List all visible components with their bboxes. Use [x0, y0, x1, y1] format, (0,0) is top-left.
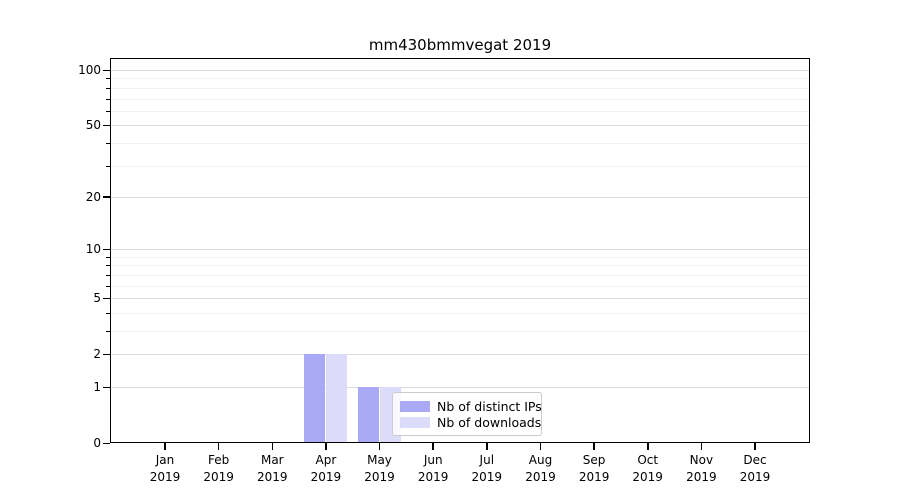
x-tick-mar [271, 443, 273, 450]
bar-distinct-ips-may [358, 387, 379, 442]
gridline-major-50 [111, 125, 809, 127]
x-tick-label-oct: Oct 2019 [632, 453, 663, 484]
y-tick-5 [103, 297, 110, 300]
y-minortick-9 [106, 256, 110, 258]
bar-downloads-apr [326, 354, 348, 442]
y-tick-label-20: 20 [85, 189, 101, 204]
x-tick-label-feb: Feb 2019 [203, 453, 234, 484]
y-tick-label-0: 0 [93, 436, 101, 450]
y-minortick-90 [106, 78, 110, 80]
x-tick-dec [754, 443, 756, 450]
x-tick-feb [217, 443, 220, 450]
x-tick-aug [539, 443, 542, 450]
gridline-minor-30 [111, 165, 809, 167]
gridline-major-5 [111, 298, 809, 300]
x-tick-label-jan: Jan 2019 [149, 453, 181, 484]
y-tick-50 [103, 124, 110, 127]
y-minortick-8 [106, 265, 110, 267]
legend-label-downloads: Nb of downloads [437, 414, 542, 430]
gridline-major-100 [111, 70, 809, 71]
legend: Nb of distinct IPs Nb of downloads [392, 392, 542, 436]
legend-row-distinct-ips: Nb of distinct IPs [400, 398, 542, 414]
gridline-major-1 [111, 387, 809, 388]
gridline-minor-9 [111, 256, 809, 258]
gridline-minor-7 [111, 274, 809, 276]
y-minortick-60 [106, 110, 110, 112]
gridline-major-20 [111, 196, 809, 198]
y-minortick-30 [106, 165, 110, 167]
x-tick-label-apr: Apr 2019 [310, 453, 342, 484]
gridline-minor-90 [111, 78, 809, 80]
x-tick-oct [647, 443, 649, 450]
x-tick-label-dec: Dec 2019 [739, 453, 771, 484]
gridline-minor-6 [111, 285, 809, 287]
y-minortick-3 [106, 331, 110, 332]
x-tick-apr [325, 443, 327, 450]
legend-label-distinct-ips: Nb of distinct IPs [437, 398, 542, 414]
x-tick-label-aug: Aug 2019 [525, 453, 556, 484]
y-tick-label-2: 2 [93, 347, 101, 362]
y-tick-1 [103, 386, 110, 388]
gridline-minor-80 [111, 87, 809, 89]
x-tick-nov [700, 443, 703, 450]
y-minortick-70 [106, 98, 110, 100]
x-tick-jan [164, 443, 166, 450]
gridline-minor-60 [111, 110, 809, 112]
gridline-major-10 [111, 249, 809, 251]
x-tick-label-jul: Jul 2019 [471, 453, 503, 484]
plot-area [110, 58, 810, 443]
gridline-minor-4 [111, 312, 809, 314]
y-tick-0 [103, 442, 110, 444]
y-tick-label-50: 50 [85, 118, 101, 133]
y-tick-label-1: 1 [93, 380, 101, 394]
x-tick-label-nov: Nov 2019 [686, 453, 717, 484]
chart-title: mm430bmmvegat 2019 [368, 36, 552, 54]
y-minortick-4 [106, 312, 110, 314]
y-minortick-40 [106, 142, 110, 144]
y-tick-10 [103, 248, 110, 251]
y-tick-label-10: 10 [85, 242, 101, 257]
gridline-minor-3 [111, 331, 809, 332]
y-tick-label-100: 100 [78, 63, 101, 77]
x-tick-jul [486, 443, 488, 450]
bar-distinct-ips-apr [304, 354, 326, 442]
x-tick-label-may: May 2019 [364, 453, 395, 484]
x-tick-label-sep: Sep 2019 [578, 453, 610, 484]
y-tick-2 [103, 353, 110, 356]
x-tick-jun [432, 443, 434, 450]
x-tick-sep [593, 443, 595, 450]
x-tick-label-jun: Jun 2019 [417, 453, 449, 484]
y-tick-label-5: 5 [93, 291, 101, 306]
gridline-minor-40 [111, 142, 809, 144]
downloads-swatch-icon [400, 416, 430, 428]
y-minortick-80 [106, 87, 110, 89]
gridline-minor-8 [111, 265, 809, 267]
gridline-minor-70 [111, 98, 809, 100]
legend-row-downloads: Nb of downloads [400, 414, 541, 430]
x-tick-label-mar: Mar 2019 [257, 453, 288, 484]
x-tick-may [378, 443, 381, 450]
y-tick-100 [103, 69, 110, 71]
y-minortick-6 [106, 285, 110, 287]
gridline-major-2 [111, 354, 809, 356]
distinct-ips-swatch-icon [400, 400, 430, 412]
y-minortick-7 [106, 274, 110, 276]
y-tick-20 [103, 196, 110, 198]
